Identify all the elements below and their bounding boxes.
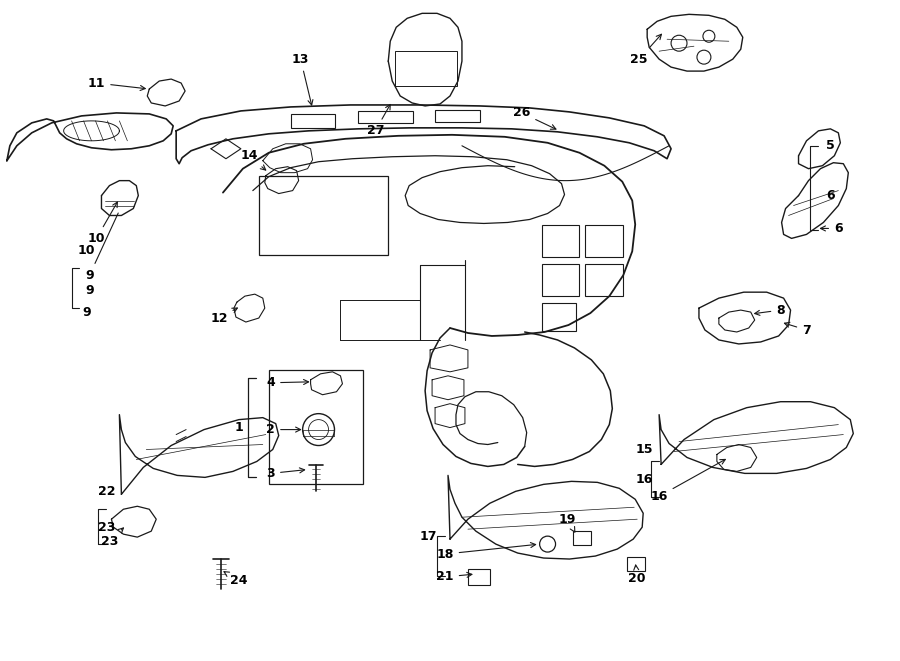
Bar bbox=[627, 557, 645, 571]
Text: 9: 9 bbox=[86, 284, 94, 297]
Text: 13: 13 bbox=[292, 53, 313, 105]
Bar bbox=[358, 111, 413, 123]
Text: 24: 24 bbox=[224, 572, 248, 588]
Text: 23: 23 bbox=[101, 528, 123, 547]
Bar bbox=[259, 176, 388, 255]
Text: 18: 18 bbox=[436, 543, 536, 561]
Text: 25: 25 bbox=[631, 34, 662, 65]
Text: 9: 9 bbox=[82, 305, 91, 319]
Text: 9: 9 bbox=[86, 213, 118, 282]
Text: 15: 15 bbox=[635, 443, 652, 456]
Text: 4: 4 bbox=[266, 376, 309, 389]
Text: 10: 10 bbox=[87, 202, 117, 245]
Text: 22: 22 bbox=[98, 485, 115, 498]
Text: 27: 27 bbox=[366, 104, 391, 137]
Bar bbox=[542, 225, 580, 257]
Bar bbox=[435, 110, 480, 122]
Bar bbox=[291, 114, 336, 128]
Bar bbox=[585, 225, 624, 257]
Text: 16: 16 bbox=[651, 459, 725, 503]
Text: 16: 16 bbox=[635, 473, 652, 486]
Text: 14: 14 bbox=[240, 149, 266, 170]
Text: 12: 12 bbox=[211, 308, 238, 325]
Text: 19: 19 bbox=[559, 513, 576, 532]
Text: 6: 6 bbox=[826, 189, 834, 202]
Bar bbox=[585, 264, 624, 296]
Bar bbox=[269, 370, 364, 485]
Text: 5: 5 bbox=[826, 139, 835, 152]
Text: 6: 6 bbox=[821, 222, 842, 235]
Text: 2: 2 bbox=[266, 423, 301, 436]
Text: 3: 3 bbox=[266, 467, 304, 480]
Text: 17: 17 bbox=[419, 529, 436, 543]
Text: 7: 7 bbox=[785, 323, 811, 336]
Text: 1: 1 bbox=[235, 421, 243, 434]
Bar bbox=[542, 303, 577, 331]
Text: 8: 8 bbox=[755, 303, 785, 317]
Bar bbox=[573, 531, 591, 545]
Text: 10: 10 bbox=[77, 244, 95, 257]
Text: 23: 23 bbox=[98, 521, 115, 533]
Text: 20: 20 bbox=[628, 565, 646, 586]
Text: 21: 21 bbox=[436, 570, 472, 584]
Bar bbox=[468, 569, 490, 585]
Text: 26: 26 bbox=[513, 106, 556, 130]
Bar bbox=[395, 51, 457, 86]
Text: 11: 11 bbox=[87, 77, 145, 91]
Bar bbox=[542, 264, 580, 296]
